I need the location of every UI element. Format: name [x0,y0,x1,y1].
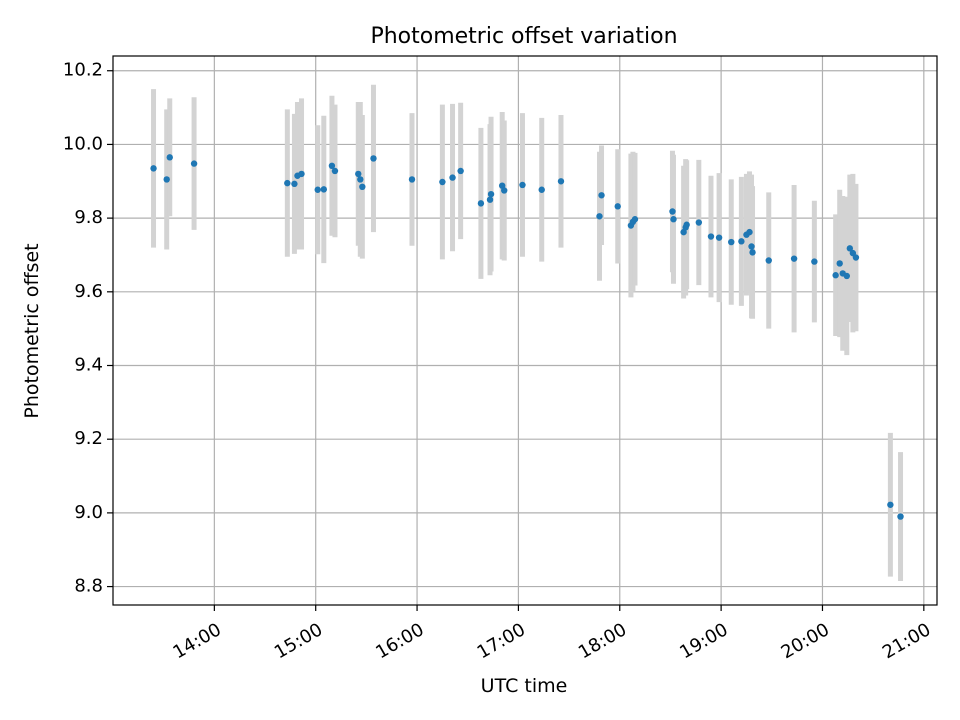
grid-lines [113,56,937,605]
data-point [887,501,894,508]
data-point [359,183,366,191]
x-tick-label: 18:00 [575,619,630,663]
data-point [811,258,818,265]
error-bars [151,84,904,582]
y-tick-label: 9.0 [74,502,103,523]
x-tick-label: 14:00 [170,619,225,663]
data-point [538,186,545,193]
y-tick-label: 8.8 [74,576,103,597]
data-point [519,181,526,189]
y-tick-label: 10.2 [63,60,103,81]
data-point [357,176,364,183]
data-point [790,255,798,262]
data-point [749,249,756,256]
data-point [487,190,495,198]
x-tick-label: 15:00 [271,619,326,663]
data-point [836,260,843,267]
data-point [669,208,676,215]
data-point [150,165,157,172]
data-point [680,228,687,236]
data-point [715,234,723,241]
data-point [439,178,446,186]
data-point [457,167,464,175]
data-point [631,216,639,223]
data-point [163,176,170,183]
data-point [897,513,904,520]
x-tick-label: 20:00 [778,619,833,663]
data-point [284,179,291,187]
data-point [596,213,603,220]
data-point [355,170,362,178]
data-point [683,221,690,228]
x-axis-label: UTC time [481,675,568,697]
data-point [370,155,377,162]
x-tick-label: 16:00 [372,619,427,663]
y-axis-ticks: 8.8 9.0 9.2 9.4 9.6 9.8 10.0 10.2 [63,60,113,597]
data-point [408,176,416,183]
y-tick-label: 9.4 [74,355,103,376]
data-point [738,238,745,245]
data-point [320,186,328,193]
data-point [846,245,854,252]
data-point [852,254,860,261]
x-tick-label: 21:00 [879,619,934,663]
data-point [331,167,339,175]
data-point [614,203,621,210]
data-point [728,238,735,246]
data-point [748,243,755,250]
data-point [291,180,298,188]
data-point [190,160,198,167]
x-tick-label: 19:00 [676,619,731,663]
x-axis-ticks: 14:00 15:00 16:00 17:00 18:00 19:00 20:00 21:00 [170,605,934,663]
data-point [695,219,703,226]
data-point [486,196,494,203]
data-points [150,154,904,520]
data-point [598,192,605,199]
data-point [746,228,753,236]
data-point [557,178,565,185]
data-point [477,200,485,207]
data-point [166,154,173,161]
x-tick-label: 17:00 [474,619,529,663]
plot-frame [112,55,938,606]
data-point [449,174,456,181]
data-point [843,272,850,280]
y-tick-label: 9.2 [74,428,103,449]
y-axis-label: Photometric offset [21,243,43,418]
data-point [498,182,506,189]
chart-title: Photometric offset variation [370,24,677,49]
data-point [832,272,839,279]
data-point [765,257,772,264]
data-point [298,170,305,178]
y-tick-label: 9.6 [74,281,103,302]
data-point [314,186,321,193]
data-point [670,216,677,223]
data-point [707,233,715,240]
y-tick-label: 9.8 [74,207,103,228]
y-tick-label: 10.0 [63,133,103,154]
data-point [328,162,336,169]
data-point [501,187,508,194]
